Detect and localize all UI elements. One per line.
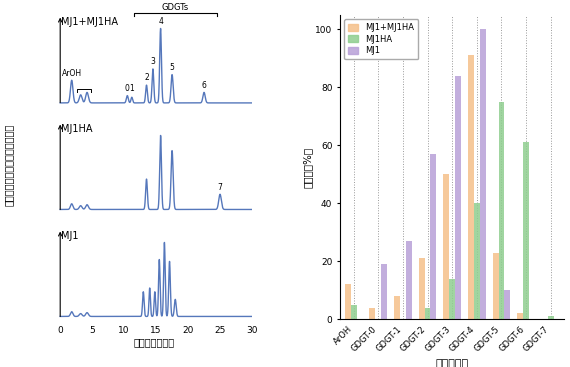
Text: MJ1+MJ1HA: MJ1+MJ1HA (61, 17, 118, 28)
Bar (455, 76, 461, 319)
Bar (418, 258, 425, 319)
Bar (449, 279, 455, 319)
Bar (381, 264, 387, 319)
Bar (492, 252, 499, 319)
Bar (345, 284, 351, 319)
Text: 7: 7 (218, 182, 222, 192)
Bar (430, 154, 437, 319)
Bar (351, 305, 357, 319)
Bar (474, 203, 480, 319)
Text: 6: 6 (202, 81, 206, 90)
Bar (517, 313, 523, 319)
X-axis label: 保持時間（分）: 保持時間（分） (134, 337, 175, 347)
Bar (406, 241, 412, 319)
Text: 3: 3 (150, 57, 156, 66)
Bar (499, 102, 504, 319)
Text: 細胞重量で標準化した検出強度: 細胞重量で標準化した検出強度 (3, 124, 14, 206)
Y-axis label: 相対量（%）: 相対量（%） (302, 146, 312, 188)
Legend: MJ1+MJ1HA, MJ1HA, MJ1: MJ1+MJ1HA, MJ1HA, MJ1 (344, 19, 418, 59)
Text: 0: 0 (125, 84, 130, 93)
Bar (523, 142, 529, 319)
Bar (394, 296, 400, 319)
Bar (548, 316, 553, 319)
Text: MJ1HA: MJ1HA (61, 124, 92, 134)
Text: MJ1: MJ1 (61, 231, 79, 241)
Bar (480, 29, 486, 319)
Text: GDGTs: GDGTs (162, 3, 189, 12)
Text: 1: 1 (129, 84, 134, 93)
X-axis label: 各コア脂質: 各コア脂質 (435, 359, 469, 367)
Text: 5: 5 (170, 63, 174, 72)
Bar (468, 55, 474, 319)
Bar (504, 290, 510, 319)
Bar (369, 308, 375, 319)
Bar (425, 308, 430, 319)
Text: ArOH: ArOH (62, 69, 82, 78)
Text: 4: 4 (158, 17, 163, 26)
Text: 2: 2 (144, 73, 149, 82)
Bar (443, 174, 449, 319)
